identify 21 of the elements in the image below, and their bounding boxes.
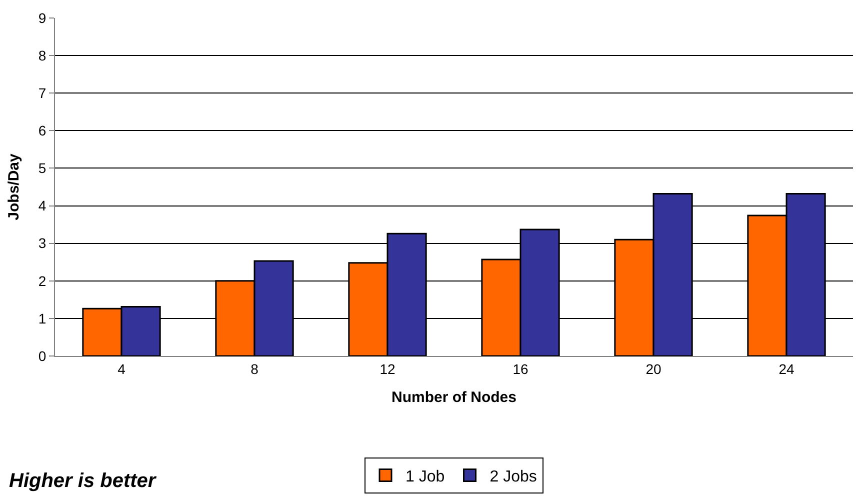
x-tick-label: 12 [380, 360, 396, 377]
text: Higher is better [9, 470, 157, 492]
x-axis-title: Number of Nodes [391, 388, 517, 406]
legend-label: 2 Jobs [490, 468, 537, 486]
y-tick-label: 2 [38, 272, 46, 289]
y-tick-label: 9 [38, 10, 46, 26]
x-tick-label: 24 [778, 360, 794, 377]
x-tick-label: 8 [250, 360, 259, 377]
legend-label: 1 Job [406, 468, 445, 486]
y-tick-label: 4 [38, 198, 46, 214]
y-tick-label: 1 [38, 310, 46, 326]
x-tick-label: 20 [646, 360, 662, 377]
y-tick-label: 3 [38, 235, 46, 252]
y-tick-label: 8 [38, 47, 46, 64]
x-tick-label: 16 [512, 360, 528, 377]
y-tick-label: 0 [38, 348, 46, 364]
y-axis-title: Jobs/Day [6, 153, 23, 220]
y-tick-label: 6 [38, 122, 46, 139]
y-tick-label: 7 [38, 85, 46, 102]
x-tick-label: 4 [118, 360, 126, 377]
y-tick-label: 5 [38, 160, 46, 176]
